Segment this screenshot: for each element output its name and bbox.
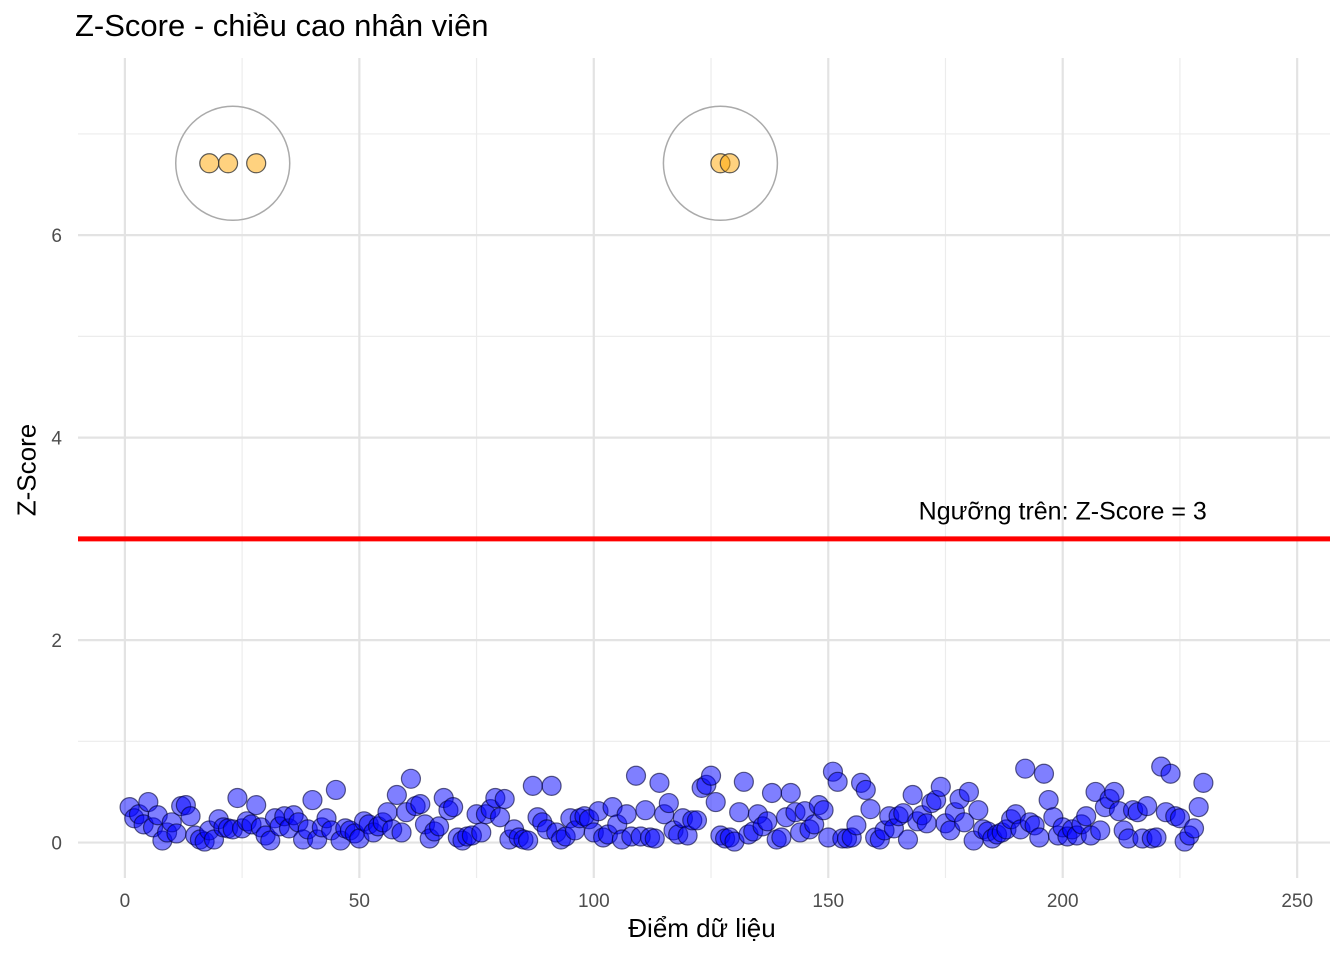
- data-point: [246, 795, 267, 816]
- data-points: [119, 153, 1214, 852]
- data-point: [1104, 781, 1125, 803]
- data-point: [325, 779, 347, 801]
- data-point: [180, 806, 201, 827]
- data-point: [827, 771, 848, 792]
- data-point: [227, 787, 248, 809]
- data-point: [930, 776, 951, 797]
- outlier-point: [719, 153, 740, 174]
- data-point: [302, 789, 323, 811]
- annotations: Ngưỡng trên: Z-Score = 3: [919, 498, 1207, 526]
- data-point: [1188, 797, 1209, 818]
- data-point: [757, 811, 778, 832]
- data-point: [846, 815, 867, 836]
- data-point: [518, 830, 539, 851]
- data-point: [700, 765, 722, 786]
- data-point: [813, 800, 834, 821]
- x-tick-label: 100: [578, 891, 610, 912]
- data-point: [733, 771, 754, 792]
- outlier-point: [246, 153, 267, 174]
- highlight-circles: [174, 105, 779, 222]
- x-tick-label: 200: [1047, 891, 1079, 912]
- data-point: [705, 791, 726, 813]
- data-point: [761, 782, 783, 804]
- data-point: [391, 822, 412, 843]
- y-tick-label: 4: [51, 429, 62, 450]
- data-point: [616, 804, 637, 825]
- data-point: [1090, 820, 1111, 841]
- x-tick-label: 50: [349, 891, 370, 912]
- data-point: [1193, 772, 1214, 793]
- data-point: [1015, 758, 1036, 779]
- y-axis-label: Z-Score: [11, 423, 42, 517]
- x-tick-label: 150: [812, 891, 844, 912]
- data-point: [686, 810, 708, 831]
- data-point: [635, 800, 656, 821]
- data-point: [954, 812, 975, 833]
- x-tick-label: 0: [120, 891, 131, 912]
- data-point: [644, 828, 665, 849]
- data-point: [1183, 818, 1205, 839]
- data-point: [1076, 806, 1097, 827]
- data-point: [260, 830, 281, 851]
- x-axis-label: Điểm dữ liệu: [628, 913, 776, 943]
- data-point: [916, 813, 937, 834]
- data-point: [1160, 763, 1181, 784]
- data-point: [860, 799, 881, 820]
- data-point: [968, 800, 989, 821]
- x-tick-label: 250: [1281, 891, 1313, 912]
- data-point: [1033, 763, 1055, 784]
- highlight-circle: [174, 105, 291, 222]
- data-point: [386, 784, 407, 806]
- chart-title: Z-Score - chiều cao nhân viên: [75, 8, 489, 43]
- data-point: [400, 768, 422, 789]
- data-point: [658, 792, 679, 814]
- y-tick-label: 0: [51, 834, 62, 855]
- data-point: [494, 788, 515, 810]
- data-point: [166, 823, 187, 844]
- highlight-circle: [662, 105, 779, 222]
- data-point: [1146, 827, 1167, 848]
- data-point: [377, 802, 398, 823]
- data-point: [855, 779, 876, 801]
- data-point: [771, 827, 792, 848]
- grid-lines: [78, 58, 1330, 878]
- data-point: [428, 816, 450, 837]
- outlier-point: [199, 153, 220, 174]
- data-point: [1038, 789, 1059, 811]
- data-point: [471, 822, 492, 843]
- data-point: [804, 814, 825, 835]
- data-point: [625, 765, 647, 786]
- data-point: [410, 793, 431, 815]
- data-point: [443, 797, 464, 818]
- outlier-point: [217, 153, 239, 174]
- data-point: [1169, 808, 1191, 829]
- data-point: [958, 781, 980, 803]
- data-point: [897, 829, 919, 850]
- y-tick-label: 6: [51, 226, 62, 247]
- data-point: [902, 784, 923, 806]
- data-point: [1137, 796, 1158, 817]
- tick-labels: 0 50 100 150 200 250 0 2 4 6: [51, 226, 1313, 912]
- data-point: [1029, 827, 1050, 848]
- threshold-label: Ngưỡng trên: Z-Score = 3: [919, 498, 1207, 526]
- data-point: [522, 775, 543, 796]
- data-point: [541, 775, 562, 796]
- y-tick-label: 2: [51, 631, 62, 652]
- data-point: [780, 782, 801, 804]
- data-point: [649, 772, 670, 793]
- data-point: [729, 802, 750, 823]
